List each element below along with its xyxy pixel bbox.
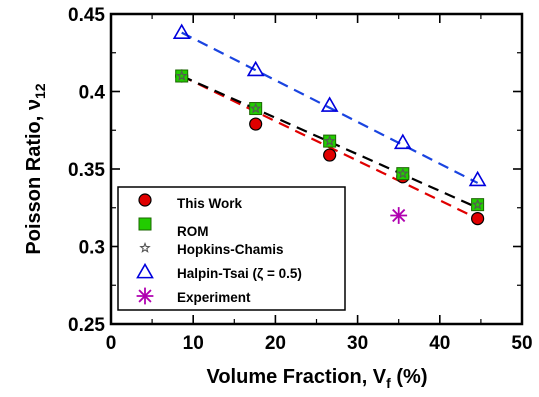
data-point-triangle — [468, 170, 487, 187]
legend-item: Hopkins-Chamis — [139, 241, 284, 257]
y-tick-label: 0.25 — [68, 315, 105, 336]
legend-marker-asterisk-stroke — [138, 289, 152, 303]
data-point-star — [471, 198, 484, 210]
data-point-asterisk — [390, 207, 408, 224]
x-tick-label: 20 — [265, 333, 286, 354]
data-point-circle — [323, 148, 337, 162]
legend-label: Hopkins-Chamis — [177, 242, 284, 257]
legend-label: Experiment — [177, 290, 251, 305]
x-axis-label-subscript: f — [386, 375, 391, 391]
x-axis-label: Volume Fraction, Vf (%) — [206, 366, 427, 391]
legend-item: Experiment — [136, 287, 251, 305]
x-tick-label: 30 — [347, 333, 368, 354]
legend-item: ROM — [138, 217, 209, 239]
data-point-star — [249, 102, 262, 114]
legend-marker-asterisk — [136, 287, 154, 305]
legend-marker-star — [139, 241, 151, 253]
legend-marker-circle — [138, 193, 152, 207]
x-tick-label: 10 — [183, 333, 204, 354]
data-point-triangle — [393, 133, 412, 150]
y-tick-label: 0.45 — [68, 5, 105, 26]
legend-box — [117, 186, 346, 311]
y-axis-label-subscript: 12 — [32, 83, 48, 99]
y-tick-label: 0.35 — [68, 160, 105, 181]
data-point-triangle — [172, 23, 191, 40]
legend-marker-square — [138, 217, 152, 231]
data-markers — [172, 23, 487, 226]
axis-ticks: 0 10 20 30 40 50 0.25 0.3 0.35 0.4 0.45 — [68, 5, 533, 354]
data-point-star — [323, 135, 336, 146]
legend-label: Halpin-Tsai (ζ = 0.5) — [177, 266, 302, 281]
data-point-triangle — [320, 96, 339, 112]
x-tick-label: 0 — [106, 333, 117, 354]
data-point-asterisk-stroke — [392, 208, 406, 223]
y-axis-label: Poisson Ratio, ν12 — [23, 83, 48, 254]
legend-marker-triangle — [136, 262, 154, 279]
fit-line-triangle — [181, 31, 479, 184]
legend-item: Halpin-Tsai (ζ = 0.5) — [136, 262, 302, 281]
x-tick-label: 50 — [511, 333, 532, 354]
data-point-star — [175, 69, 188, 81]
x-axis-label-suffix: (%) — [391, 366, 428, 388]
legend: This Work ROM Hopkins-Chamis Halpin-Tsai (ζ… — [117, 186, 346, 311]
legend-label: This Work — [177, 196, 243, 211]
data-point-triangle — [246, 60, 265, 77]
data-point-circle — [471, 212, 485, 226]
legend-item: This Work — [138, 193, 243, 211]
legend-label: ROM — [177, 224, 209, 239]
data-point-star — [397, 167, 409, 179]
x-tick-label: 40 — [429, 333, 450, 354]
y-tick-label: 0.4 — [79, 83, 106, 104]
y-tick-label: 0.3 — [79, 238, 105, 259]
data-point-circle — [249, 117, 263, 131]
